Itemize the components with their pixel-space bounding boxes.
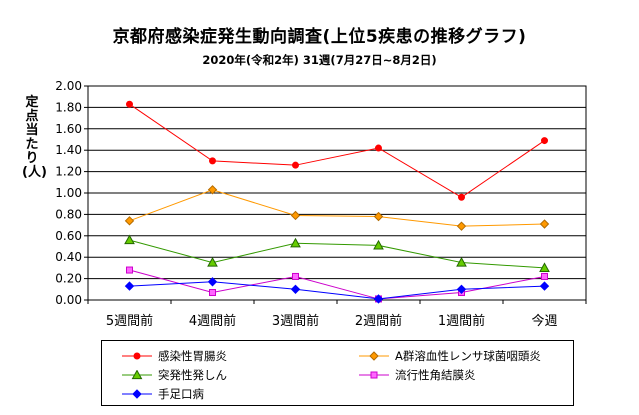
chart-subtitle: 2020年(令和2年) 31週(7月27日~8月2日) xyxy=(202,53,437,67)
chart-title: 京都府感染症発生動向調査(上位5疾患の推移グラフ) xyxy=(112,27,527,47)
legend-marker-2 xyxy=(122,368,152,379)
data-point-2-3 xyxy=(373,239,384,250)
data-point-3-2 xyxy=(292,272,299,280)
x-tick-label: 5週間前 xyxy=(106,313,153,329)
legend-symbol-0 xyxy=(133,352,141,359)
y-tick-label: 0.40 xyxy=(55,250,82,264)
series-line-0 xyxy=(129,103,545,198)
legend-item-keratoconjunctivitis: 流行性角結膜炎 xyxy=(357,367,476,382)
data-point-0-3 xyxy=(375,144,382,152)
legend-item-strep-pharyngitis: A群溶血性レンサ球菌咽頭炎 xyxy=(357,348,541,363)
y-tick-label: 2.00 xyxy=(55,79,82,93)
legend-label-1: A群溶血性レンサ球菌咽頭炎 xyxy=(395,348,541,363)
data-point-4-5 xyxy=(539,281,550,291)
series-line-3 xyxy=(129,269,545,300)
data-point-1-5 xyxy=(539,219,550,229)
data-point-1-0 xyxy=(124,216,135,226)
legend: 感染性胃腸炎 A群溶血性レンサ球菌咽頭炎 突発性発しん 流行性角結膜炎 手足口病 xyxy=(101,340,574,406)
legend-label-0: 感染性胃腸炎 xyxy=(158,348,227,363)
data-point-2-5 xyxy=(539,262,550,272)
data-point-4-0 xyxy=(124,281,135,291)
data-point-4-3 xyxy=(373,294,384,304)
legend-item-hfmd: 手足口病 xyxy=(120,386,204,401)
legend-item-gastroenteritis: 感染性胃腸炎 xyxy=(120,348,227,363)
x-tick-label: 今週 xyxy=(531,313,557,329)
data-point-3-1 xyxy=(209,289,216,297)
data-point-1-1 xyxy=(207,185,218,195)
y-tick-label: 0.00 xyxy=(55,293,82,307)
y-tick-label: 0.80 xyxy=(55,207,82,221)
data-point-2-2 xyxy=(290,237,301,248)
data-point-0-5 xyxy=(541,137,548,145)
data-point-1-4 xyxy=(456,221,467,231)
data-point-0-1 xyxy=(209,157,216,165)
legend-label-2: 突発性発しん xyxy=(158,367,227,382)
y-tick-label: 1.20 xyxy=(55,165,82,179)
x-tick-label: 4週間前 xyxy=(189,313,236,329)
data-point-0-0 xyxy=(126,100,133,108)
y-tick-label: 1.00 xyxy=(55,186,82,200)
x-tick-label: 1週間前 xyxy=(438,313,485,329)
y-tick-label: 1.80 xyxy=(55,100,82,114)
y-tick-label: 1.40 xyxy=(55,143,82,157)
data-point-3-5 xyxy=(541,272,548,280)
data-point-0-2 xyxy=(292,161,299,169)
legend-symbol-2 xyxy=(131,368,143,379)
data-point-2-4 xyxy=(456,257,467,267)
data-point-4-1 xyxy=(207,277,218,287)
legend-label-3: 流行性角結膜炎 xyxy=(395,367,476,382)
y-tick-label: 1.60 xyxy=(55,122,82,136)
data-point-4-2 xyxy=(290,284,301,295)
legend-symbol-4 xyxy=(132,388,142,399)
y-axis-label: 定点当たり(人) xyxy=(22,95,47,180)
legend-item-exanthem-subitum: 突発性発しん xyxy=(120,367,227,382)
series-line-4 xyxy=(129,281,545,300)
legend-marker-1 xyxy=(359,350,389,361)
data-point-2-0 xyxy=(124,234,135,245)
data-point-0-4 xyxy=(458,193,465,201)
legend-marker-4 xyxy=(122,388,152,399)
x-tick-label: 2週間前 xyxy=(355,313,402,329)
data-point-2-1 xyxy=(207,257,218,267)
y-tick-label: 0.20 xyxy=(55,272,82,286)
legend-symbol-3 xyxy=(370,371,378,378)
data-point-1-2 xyxy=(290,210,301,221)
legend-label-4: 手足口病 xyxy=(158,386,204,401)
data-point-3-0 xyxy=(126,266,133,274)
y-tick-label: 0.60 xyxy=(55,229,82,243)
plot-svg: 0.00 0.20 0.40 0.60 0.80 1.00 1.20 1.40 1.60 1.80… xyxy=(55,79,587,329)
x-tick-label: 3週間前 xyxy=(272,313,319,329)
legend-marker-0 xyxy=(122,352,152,359)
series-line-2 xyxy=(129,239,545,269)
legend-marker-3 xyxy=(359,371,389,378)
data-point-1-3 xyxy=(373,211,384,222)
data-point-4-4 xyxy=(456,284,467,295)
series-line-1 xyxy=(129,189,545,227)
legend-symbol-1 xyxy=(369,350,379,361)
